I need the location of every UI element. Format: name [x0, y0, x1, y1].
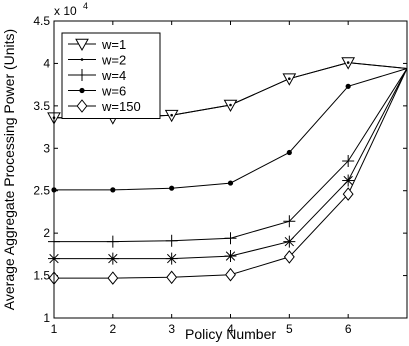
marker-diamond: [283, 250, 295, 264]
y-tick-label: 4: [43, 56, 50, 70]
marker-diamond: [342, 187, 354, 201]
plot-frame: [53, 20, 408, 319]
marker-asterisk: [224, 250, 237, 263]
marker-dot: [169, 185, 175, 191]
marker-plus: [76, 69, 88, 81]
marker-plus: [283, 215, 296, 228]
marker-point: [346, 61, 350, 64]
marker-point: [80, 58, 84, 61]
y-tick-label: 3: [43, 141, 50, 155]
marker-plus: [165, 234, 178, 247]
marker-dot: [79, 87, 85, 94]
y-tick-label: 2: [43, 226, 50, 240]
y-tick-label: 1: [43, 311, 50, 325]
marker-dot: [227, 180, 234, 186]
x-tick-label: 5: [286, 322, 293, 336]
marker-dot: [110, 187, 116, 193]
x-tick-label: 6: [345, 322, 352, 336]
marker-asterisk: [283, 235, 296, 248]
marker-asterisk: [106, 252, 119, 265]
x-tick-label: 2: [109, 322, 116, 336]
marker-point: [229, 103, 232, 107]
marker-point: [170, 113, 173, 117]
marker-dot: [286, 149, 292, 156]
x-tick-label: 4: [227, 322, 234, 336]
legend-label: w=4: [101, 68, 126, 83]
legend-label: w=6: [101, 84, 126, 99]
marker-plus: [224, 232, 237, 245]
marker-diamond: [76, 99, 88, 113]
y-multiplier-exponent: 4: [83, 1, 88, 11]
marker-asterisk-d2: [108, 253, 118, 264]
x-tick-label: 1: [51, 322, 58, 336]
marker-asterisk-d2: [166, 253, 177, 264]
marker-dot: [345, 83, 351, 89]
y-multiplier-base: x 10: [54, 4, 77, 18]
x-axis-label: Policy Number: [185, 326, 276, 342]
marker-triangle-down: [75, 38, 89, 52]
legend-label: w=150: [101, 99, 141, 114]
y-tick-label: 1.5: [33, 269, 50, 283]
marker-asterisk-d2: [343, 175, 353, 186]
marker-asterisk-d2: [284, 236, 295, 247]
y-tick-label: 2.5: [33, 184, 50, 198]
x-tick-label: 3: [168, 322, 175, 336]
marker-diamond: [107, 271, 119, 285]
y-axis-label: Average Aggregate Processing Power (Unit…: [1, 29, 17, 310]
marker-diamond: [166, 270, 178, 285]
legend: w=1w=2w=4w=6w=150: [61, 32, 161, 119]
y-tick-label: 3.5: [33, 99, 50, 113]
marker-diamond: [225, 267, 236, 282]
legend-label: w=2: [101, 53, 126, 68]
y-tick-label: 4.5: [33, 14, 50, 28]
legend-label: w=1: [101, 37, 126, 52]
marker-asterisk: [342, 174, 355, 187]
marker-plus: [342, 155, 355, 168]
marker-asterisk-d2: [225, 251, 236, 261]
marker-plus: [106, 235, 119, 248]
marker-asterisk: [165, 252, 178, 265]
marker-point: [288, 77, 291, 81]
